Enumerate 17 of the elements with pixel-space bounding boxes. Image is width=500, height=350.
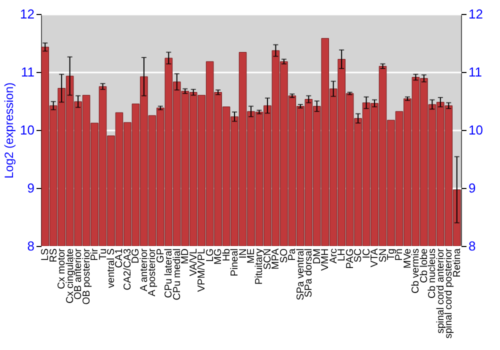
y2-tick-label: 11 xyxy=(468,64,482,80)
x-tick-label: RS xyxy=(48,248,60,262)
x-tick-label: ME xyxy=(246,248,257,264)
x-tick-label: A posterior xyxy=(147,248,158,296)
y-tick-label: 11 xyxy=(21,64,34,80)
x-tick-label: Tg xyxy=(386,248,397,260)
y-tick-label: 12 xyxy=(20,6,34,22)
y2-tick-label: 12 xyxy=(468,6,483,22)
y-tick-label: 9 xyxy=(27,180,34,196)
y-tick-label: 8 xyxy=(27,238,34,254)
y-tick-label: 10 xyxy=(20,122,34,138)
y2-tick-label: 10 xyxy=(468,122,483,138)
x-tick-label: OB posterior xyxy=(81,248,92,305)
y2-tick-label: 9 xyxy=(468,180,476,196)
x-tick-label: Pituitary xyxy=(254,248,266,285)
y2-tick-label: 8 xyxy=(468,238,476,254)
y-axis-title: Log2 (expression) xyxy=(2,82,16,179)
